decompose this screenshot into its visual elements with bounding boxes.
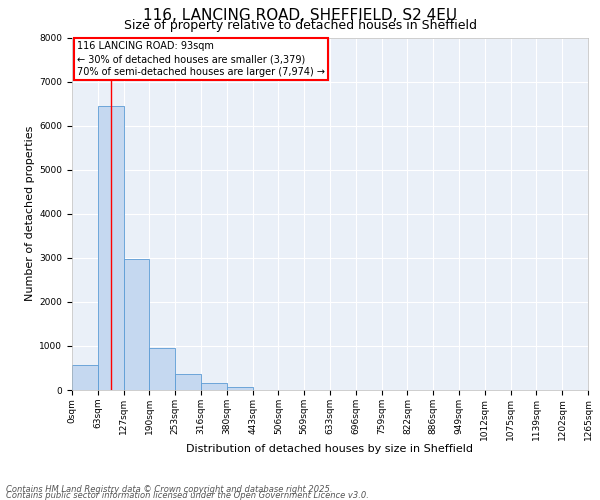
Bar [175, 374, 201, 390]
Bar [201, 384, 227, 390]
Text: Contains HM Land Registry data © Crown copyright and database right 2025.: Contains HM Land Registry data © Crown c… [6, 484, 332, 494]
Text: Contains public sector information licensed under the Open Government Licence v3: Contains public sector information licen… [6, 490, 369, 500]
Bar [72, 366, 98, 390]
Bar [227, 387, 253, 390]
Text: Size of property relative to detached houses in Sheffield: Size of property relative to detached ho… [124, 19, 476, 32]
Bar [98, 106, 124, 390]
X-axis label: Distribution of detached houses by size in Sheffield: Distribution of detached houses by size … [187, 444, 473, 454]
Bar [124, 259, 149, 390]
Bar [149, 348, 175, 390]
Y-axis label: Number of detached properties: Number of detached properties [25, 126, 35, 302]
Text: 116, LANCING ROAD, SHEFFIELD, S2 4EU: 116, LANCING ROAD, SHEFFIELD, S2 4EU [143, 8, 457, 22]
Text: 116 LANCING ROAD: 93sqm
← 30% of detached houses are smaller (3,379)
70% of semi: 116 LANCING ROAD: 93sqm ← 30% of detache… [77, 41, 325, 78]
Title: 116, LANCING ROAD, SHEFFIELD, S2 4EU
Size of property relative to detached house: 116, LANCING ROAD, SHEFFIELD, S2 4EU Siz… [0, 499, 1, 500]
